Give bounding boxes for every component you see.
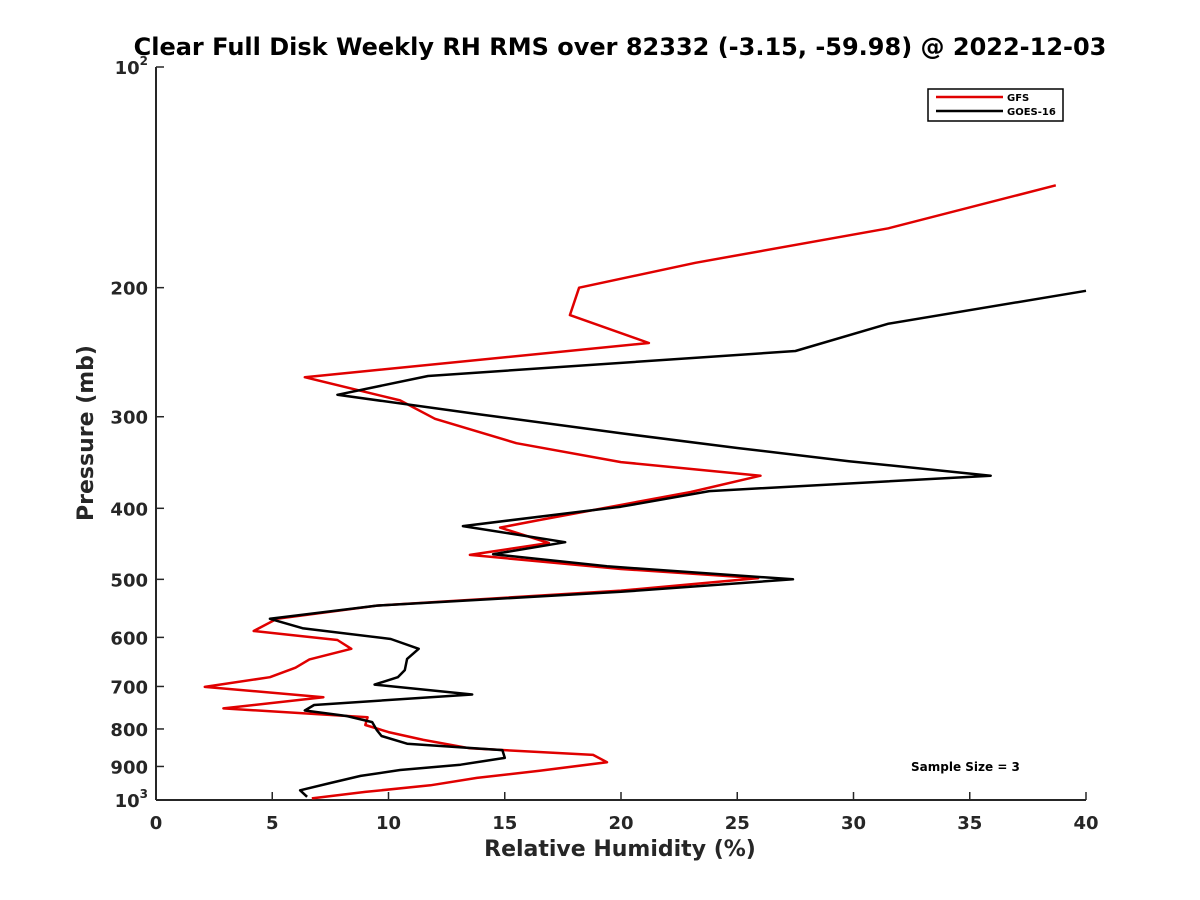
legend: GFS GOES-16 bbox=[928, 89, 1063, 121]
x-tick-label: 40 bbox=[1073, 813, 1098, 834]
x-tick-label: 35 bbox=[957, 813, 982, 834]
y-tick-label: 102 bbox=[115, 54, 148, 79]
y-tick-label: 200 bbox=[110, 279, 148, 300]
y-tick-label: 800 bbox=[110, 720, 148, 741]
y-tick-label: 500 bbox=[110, 570, 148, 591]
series-layer bbox=[205, 185, 1086, 798]
x-tick-label: 25 bbox=[725, 813, 750, 834]
x-tick-label: 20 bbox=[608, 813, 633, 834]
x-tick-label: 0 bbox=[150, 813, 163, 834]
chart-title: Clear Full Disk Weekly RH RMS over 82332… bbox=[134, 33, 1107, 61]
x-tick-label: 15 bbox=[492, 813, 517, 834]
y-tick-label: 400 bbox=[110, 499, 148, 520]
series-line-goes16 bbox=[270, 291, 1086, 797]
legend-label-goes16: GOES-16 bbox=[1007, 107, 1056, 118]
x-tick-label: 10 bbox=[376, 813, 401, 834]
series-line-gfs bbox=[205, 185, 1056, 798]
x-axis-label: Relative Humidity (%) bbox=[484, 837, 756, 862]
y-tick-label: 103 bbox=[115, 787, 148, 812]
x-tick-label: 5 bbox=[266, 813, 279, 834]
legend-label-gfs: GFS bbox=[1007, 93, 1029, 104]
y-tick-label: 700 bbox=[110, 677, 148, 698]
axes: 0 5 10 15 20 25 30 35 40 102 200 300 400 500 600 700 800… bbox=[110, 54, 1098, 834]
sample-size-annotation: Sample Size = 3 bbox=[911, 760, 1020, 774]
y-tick-label: 900 bbox=[110, 757, 148, 778]
y-tick-label: 600 bbox=[110, 628, 148, 649]
y-axis-label: Pressure (mb) bbox=[74, 345, 99, 521]
y-tick-label: 300 bbox=[110, 408, 148, 429]
chart-svg: Clear Full Disk Weekly RH RMS over 82332… bbox=[0, 0, 1200, 900]
x-tick-label: 30 bbox=[841, 813, 866, 834]
